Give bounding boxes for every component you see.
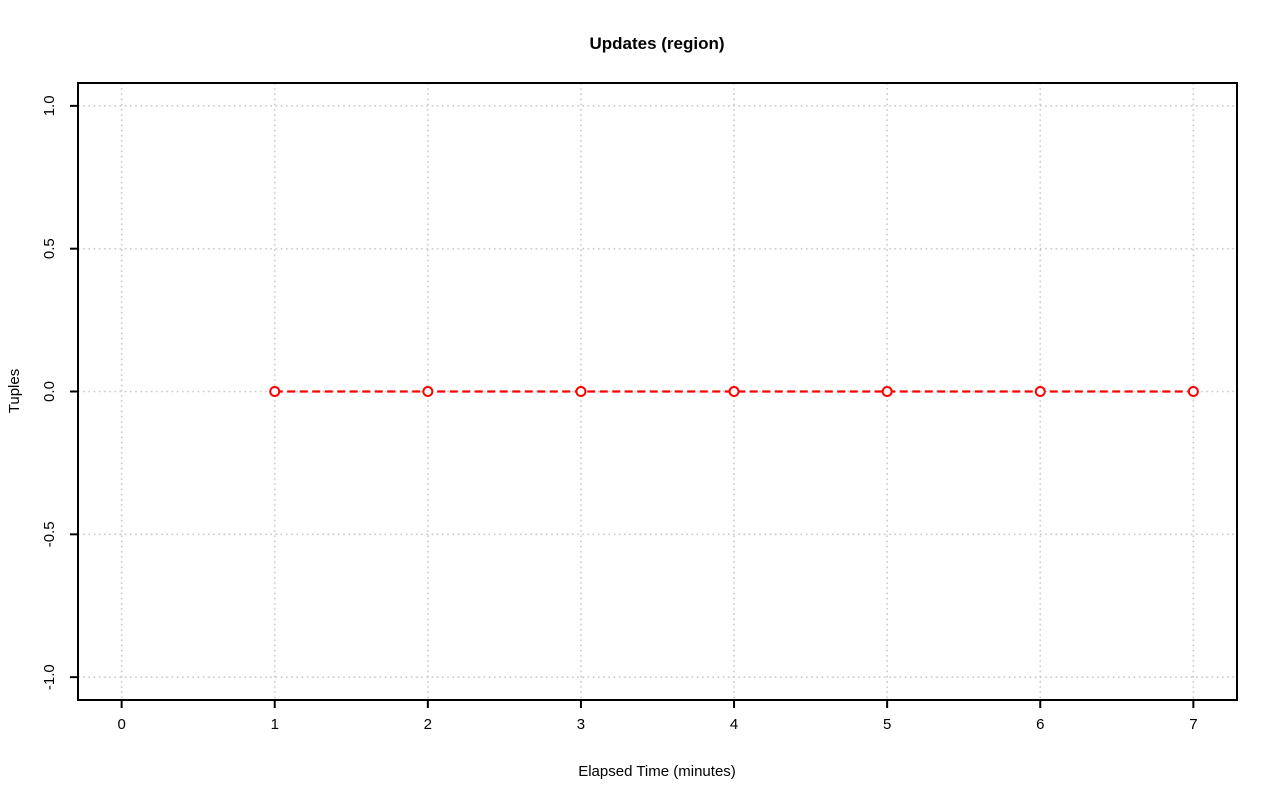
x-tick-label: 0 xyxy=(117,716,125,733)
data-point xyxy=(1034,386,1046,397)
x-tick-label: 3 xyxy=(577,716,585,733)
x-tick-label: 5 xyxy=(883,716,891,733)
x-axis-label: Elapsed Time (minutes) xyxy=(578,763,736,780)
y-tick-label: -1.0 xyxy=(41,664,58,690)
y-tick-label: -0.5 xyxy=(41,521,58,547)
data-point xyxy=(575,386,587,397)
x-tick-label: 7 xyxy=(1189,716,1197,733)
y-tick-label: 1.0 xyxy=(41,95,58,116)
data-point xyxy=(1187,386,1199,397)
chart-title: Updates (region) xyxy=(589,34,724,53)
y-axis-label: Tuples xyxy=(6,369,23,413)
plot-area: 0 1 2 3 4 5 6 7 1.0 0.5 0.0 -0.5 -1.0 xyxy=(41,82,1238,733)
y-tick-label: 0.0 xyxy=(41,381,58,402)
x-tick-label: 4 xyxy=(730,716,738,733)
data-point xyxy=(269,386,281,397)
x-tick-label: 2 xyxy=(424,716,432,733)
y-tick-label: 0.5 xyxy=(41,238,58,259)
data-point xyxy=(881,386,893,397)
x-tick-label: 6 xyxy=(1036,716,1044,733)
data-point xyxy=(728,386,740,397)
data-point xyxy=(422,386,434,397)
x-tick-label: 1 xyxy=(271,716,279,733)
